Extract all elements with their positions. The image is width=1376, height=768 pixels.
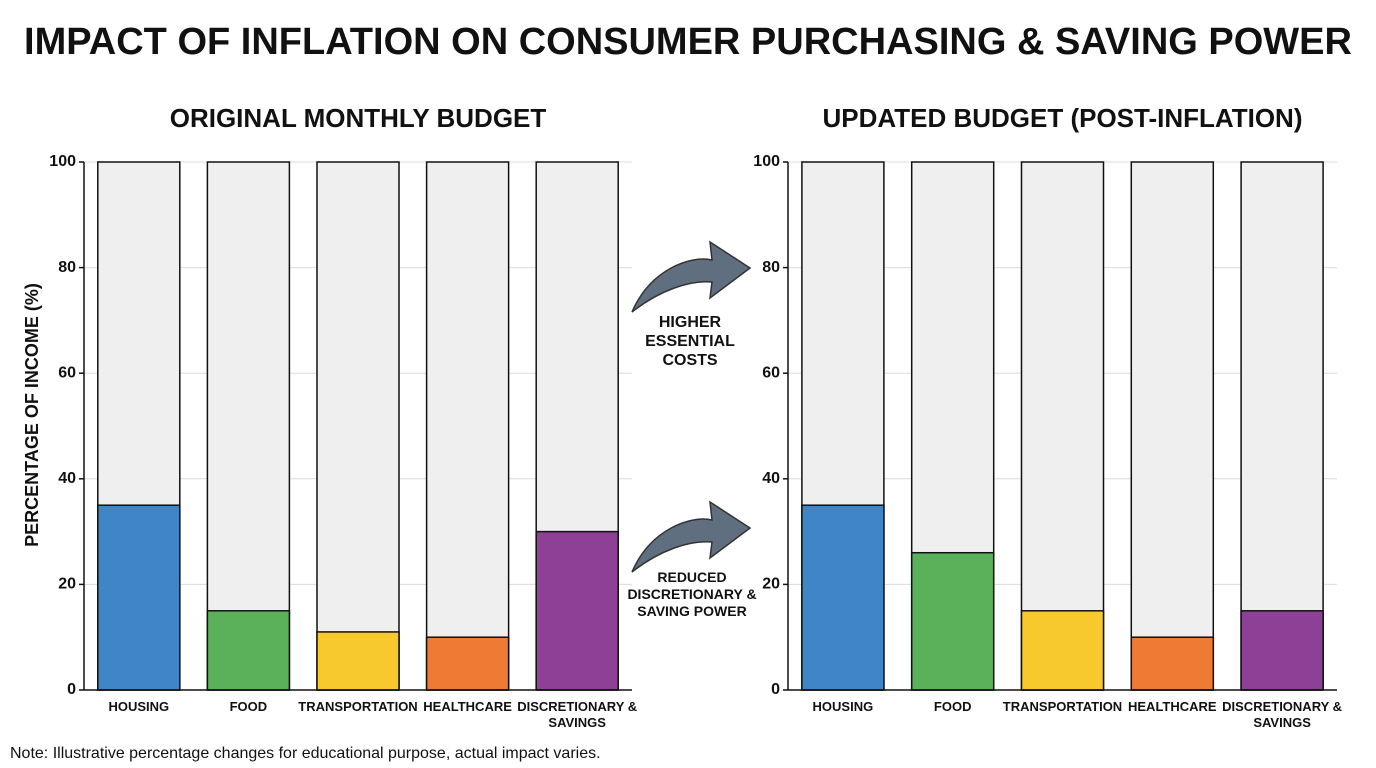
bar: [206, 610, 291, 691]
arrow: [631, 240, 752, 313]
bar: [316, 631, 400, 691]
annotation: REDUCED DISCRETIONARY & SAVING POWER: [627, 569, 757, 619]
x-tick-label: HEALTHCARE: [1128, 699, 1217, 714]
bar-background: [1020, 161, 1105, 691]
x-tick-label: TRANSPORTATION: [1002, 699, 1123, 714]
bar: [910, 551, 995, 691]
bar-background: [1130, 161, 1215, 691]
x-tick-label: FOOD: [229, 699, 268, 714]
x-tick-label: HOUSING: [812, 699, 874, 714]
bar-background: [316, 161, 400, 691]
subtitle: UPDATED BUDGET (POST-INFLATION): [822, 103, 1302, 133]
subtitle: ORIGINAL MONTHLY BUDGET: [170, 103, 547, 133]
x-tick-label: FOOD: [933, 699, 972, 714]
bar: [1240, 610, 1324, 691]
y-tick-label: 60: [762, 364, 780, 381]
bar: [97, 504, 181, 691]
bar-background: [206, 161, 291, 691]
x-tick-label: DISCRETIONARY & SAVINGS: [1222, 699, 1343, 730]
x-tick-label: DISCRETIONARY & SAVINGS: [517, 699, 638, 730]
bar: [801, 504, 885, 691]
bar-background: [1240, 161, 1324, 691]
x-tick-label: HOUSING: [108, 699, 170, 714]
y-axis-label: PERCENTAGE OF INCOME (%): [22, 283, 42, 547]
bar: [535, 530, 619, 691]
y-tick-label: 100: [49, 153, 76, 170]
bar-background: [425, 161, 510, 691]
y-tick-label: 40: [58, 470, 76, 487]
y-tick-label: 60: [58, 364, 76, 381]
bar: [425, 636, 510, 691]
y-tick-label: 80: [762, 259, 780, 276]
y-tick-label: 100: [753, 153, 780, 170]
bar: [1020, 610, 1105, 691]
y-tick-label: 40: [762, 470, 780, 487]
y-tick-label: 20: [762, 576, 780, 593]
y-tick-label: 0: [67, 681, 76, 698]
chart-title: IMPACT OF INFLATION ON CONSUMER PURCHASI…: [24, 21, 1352, 63]
y-tick-label: 20: [58, 576, 76, 593]
bar: [1130, 636, 1215, 691]
annotation: HIGHER ESSENTIAL COSTS: [645, 314, 735, 370]
y-tick-label: 80: [58, 259, 76, 276]
x-tick-label: TRANSPORTATION: [298, 699, 418, 714]
x-tick-label: HEALTHCARE: [423, 699, 512, 714]
arrow: [631, 500, 752, 573]
y-tick-label: 0: [771, 681, 780, 698]
note: Note: Illustrative percentage changes fo…: [10, 745, 601, 762]
